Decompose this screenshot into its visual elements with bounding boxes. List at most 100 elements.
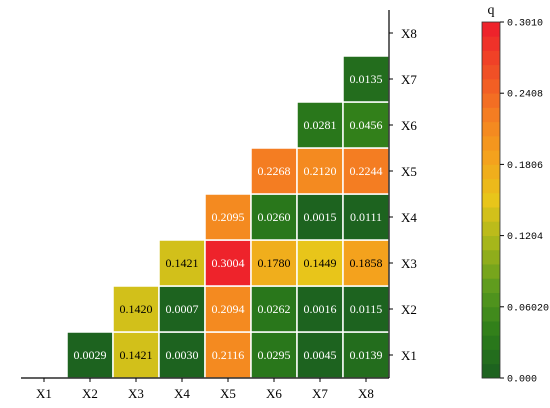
heatmap-cell-label: 0.0281: [304, 118, 337, 132]
heatmap-axes: X1 X2 X3 X4 X5 X6 X7 X8 X1 X2 X3 X4 X5 X6 X7 X8: [21, 10, 417, 401]
heatmap-cell-rect: [66, 331, 114, 379]
colorbar-segment: [482, 306, 500, 322]
colorbar-title: q: [488, 3, 495, 18]
heatmap-cell: 0.0139: [342, 331, 390, 379]
heatmap-cell-label: 0.2268: [258, 164, 291, 178]
colorbar-segment: [482, 264, 500, 279]
heatmap-cell-rect: [112, 331, 160, 379]
heatmap-cell: 0.0260: [250, 193, 298, 241]
y-tick-label: X8: [401, 26, 417, 41]
heatmap-cell-label: 0.0111: [350, 210, 382, 224]
colorbar-segment: [482, 249, 500, 265]
heatmap-cell: 0.0015: [296, 193, 344, 241]
heatmap-cell: 0.1421: [158, 239, 206, 287]
heatmap-cell: 0.0135: [342, 55, 390, 103]
heatmap-cell: 0.0030: [158, 331, 206, 379]
heatmap-cell: 0.0007: [158, 285, 206, 333]
heatmap-cell: 0.2268: [250, 147, 298, 195]
heatmap-cell: 0.2116: [204, 331, 252, 379]
colorbar-segment: [482, 64, 500, 80]
heatmap-cell-label: 0.0115: [350, 302, 383, 316]
y-tick-label: X3: [401, 256, 417, 271]
heatmap-cell: 0.0016: [296, 285, 344, 333]
heatmap-cell-label: 0.1858: [350, 256, 383, 270]
colorbar-tick-label: 0.2408: [507, 90, 543, 101]
heatmap-cell: 0.1449: [296, 239, 344, 287]
heatmap-cell-rect: [296, 239, 344, 287]
heatmap-cell-label: 0.1780: [258, 256, 291, 270]
heatmap-cell-rect: [250, 147, 298, 195]
y-tick-label: X5: [401, 164, 417, 179]
x-tick-label: X4: [174, 386, 190, 401]
colorbar-segment: [482, 292, 500, 308]
colorbar-segment: [482, 335, 500, 350]
colorbar-segment: [482, 121, 500, 137]
heatmap-cell-rect: [342, 55, 390, 103]
colorbar: 0.000 0.06020 0.1204 0.1806 0.2408 0.3010 q: [481, 3, 549, 386]
heatmap-cell-label: 0.0135: [350, 72, 383, 86]
colorbar-segment: [482, 178, 500, 194]
heatmap-cell-rect: [342, 147, 390, 195]
heatmap-cell-label: 0.0016: [304, 302, 337, 316]
heatmap-cell-label: 0.3004: [212, 256, 245, 270]
heatmap-cell: 0.0281: [296, 101, 344, 149]
colorbar-tick-label: 0.1806: [507, 161, 543, 172]
colorbar-segment: [482, 22, 500, 37]
y-tick-label: X4: [401, 210, 417, 225]
heatmap-cell: 0.1420: [112, 285, 160, 333]
heatmap-cell: 0.2120: [296, 147, 344, 195]
colorbar-segment: [482, 107, 500, 123]
x-tick-label: X1: [36, 386, 52, 401]
heatmap-cell: 0.0456: [342, 101, 390, 149]
heatmap-cell: 0.2095: [204, 193, 252, 241]
colorbar-frame: [481, 21, 501, 379]
heatmap-cell: 0.2244: [342, 147, 390, 195]
colorbar-tick-label: 0.000: [507, 375, 537, 386]
heatmap-cell: 0.0115: [342, 285, 390, 333]
heatmap-cell-label: 0.0015: [304, 210, 337, 224]
x-tick-label: X5: [220, 386, 236, 401]
heatmap-cell-rect: [250, 239, 298, 287]
colorbar-segment: [482, 349, 500, 365]
heatmap-cells: 0.0029 0.1421 0.0030 0.2116 0.0295 0.0045 0.01…: [66, 55, 390, 379]
heatmap-cell-rect: [158, 239, 206, 287]
heatmap-cell-rect: [296, 285, 344, 333]
heatmap-cell-label: 0.2116: [212, 348, 245, 362]
heatmap-cell-label: 0.0139: [350, 348, 383, 362]
colorbar-segment: [482, 78, 500, 94]
colorbar-tick-label: 0.06020: [507, 303, 549, 314]
heatmap-cell: 0.0295: [250, 331, 298, 379]
heatmap-cell-label: 0.1420: [120, 302, 153, 316]
x-tick-label: X6: [266, 386, 282, 401]
heatmap-cell: 0.2094: [204, 285, 252, 333]
heatmap-cell-label: 0.2120: [304, 164, 337, 178]
colorbar-segment: [482, 36, 500, 51]
heatmap-cell-label: 0.0295: [258, 348, 291, 362]
colorbar-tick-label: 0.1204: [507, 232, 543, 243]
heatmap-cell: 0.0111: [342, 193, 390, 241]
heatmap-cell-rect: [296, 331, 344, 379]
colorbar-segment: [482, 207, 500, 222]
heatmap-cell-label: 0.1449: [304, 256, 337, 270]
heatmap-cell: 0.1421: [112, 331, 160, 379]
heatmap-cell: 0.0029: [66, 331, 114, 379]
colorbar-segment: [482, 50, 500, 66]
heatmap-cell-label: 0.0045: [304, 348, 337, 362]
colorbar-segment: [482, 164, 500, 180]
heatmap-cell-rect: [250, 193, 298, 241]
heatmap-cell-rect: [342, 101, 390, 149]
y-tick-label: X6: [401, 118, 417, 133]
colorbar-segment: [482, 321, 500, 336]
colorbar-tick-label: 0.3010: [507, 19, 543, 30]
heatmap-cell-rect: [204, 285, 252, 333]
heatmap-cell: 0.0262: [250, 285, 298, 333]
heatmap-cell-label: 0.0030: [166, 348, 199, 362]
y-tick-label: X2: [401, 302, 417, 317]
x-tick-label: X8: [358, 386, 374, 401]
heatmap-cell-label: 0.0007: [166, 302, 199, 316]
colorbar-segment: [482, 235, 500, 251]
colorbar-segment: [482, 363, 500, 379]
heatmap-cell: 0.0045: [296, 331, 344, 379]
heatmap-cell-rect: [112, 285, 160, 333]
heatmap-cell-label: 0.0029: [74, 348, 107, 362]
